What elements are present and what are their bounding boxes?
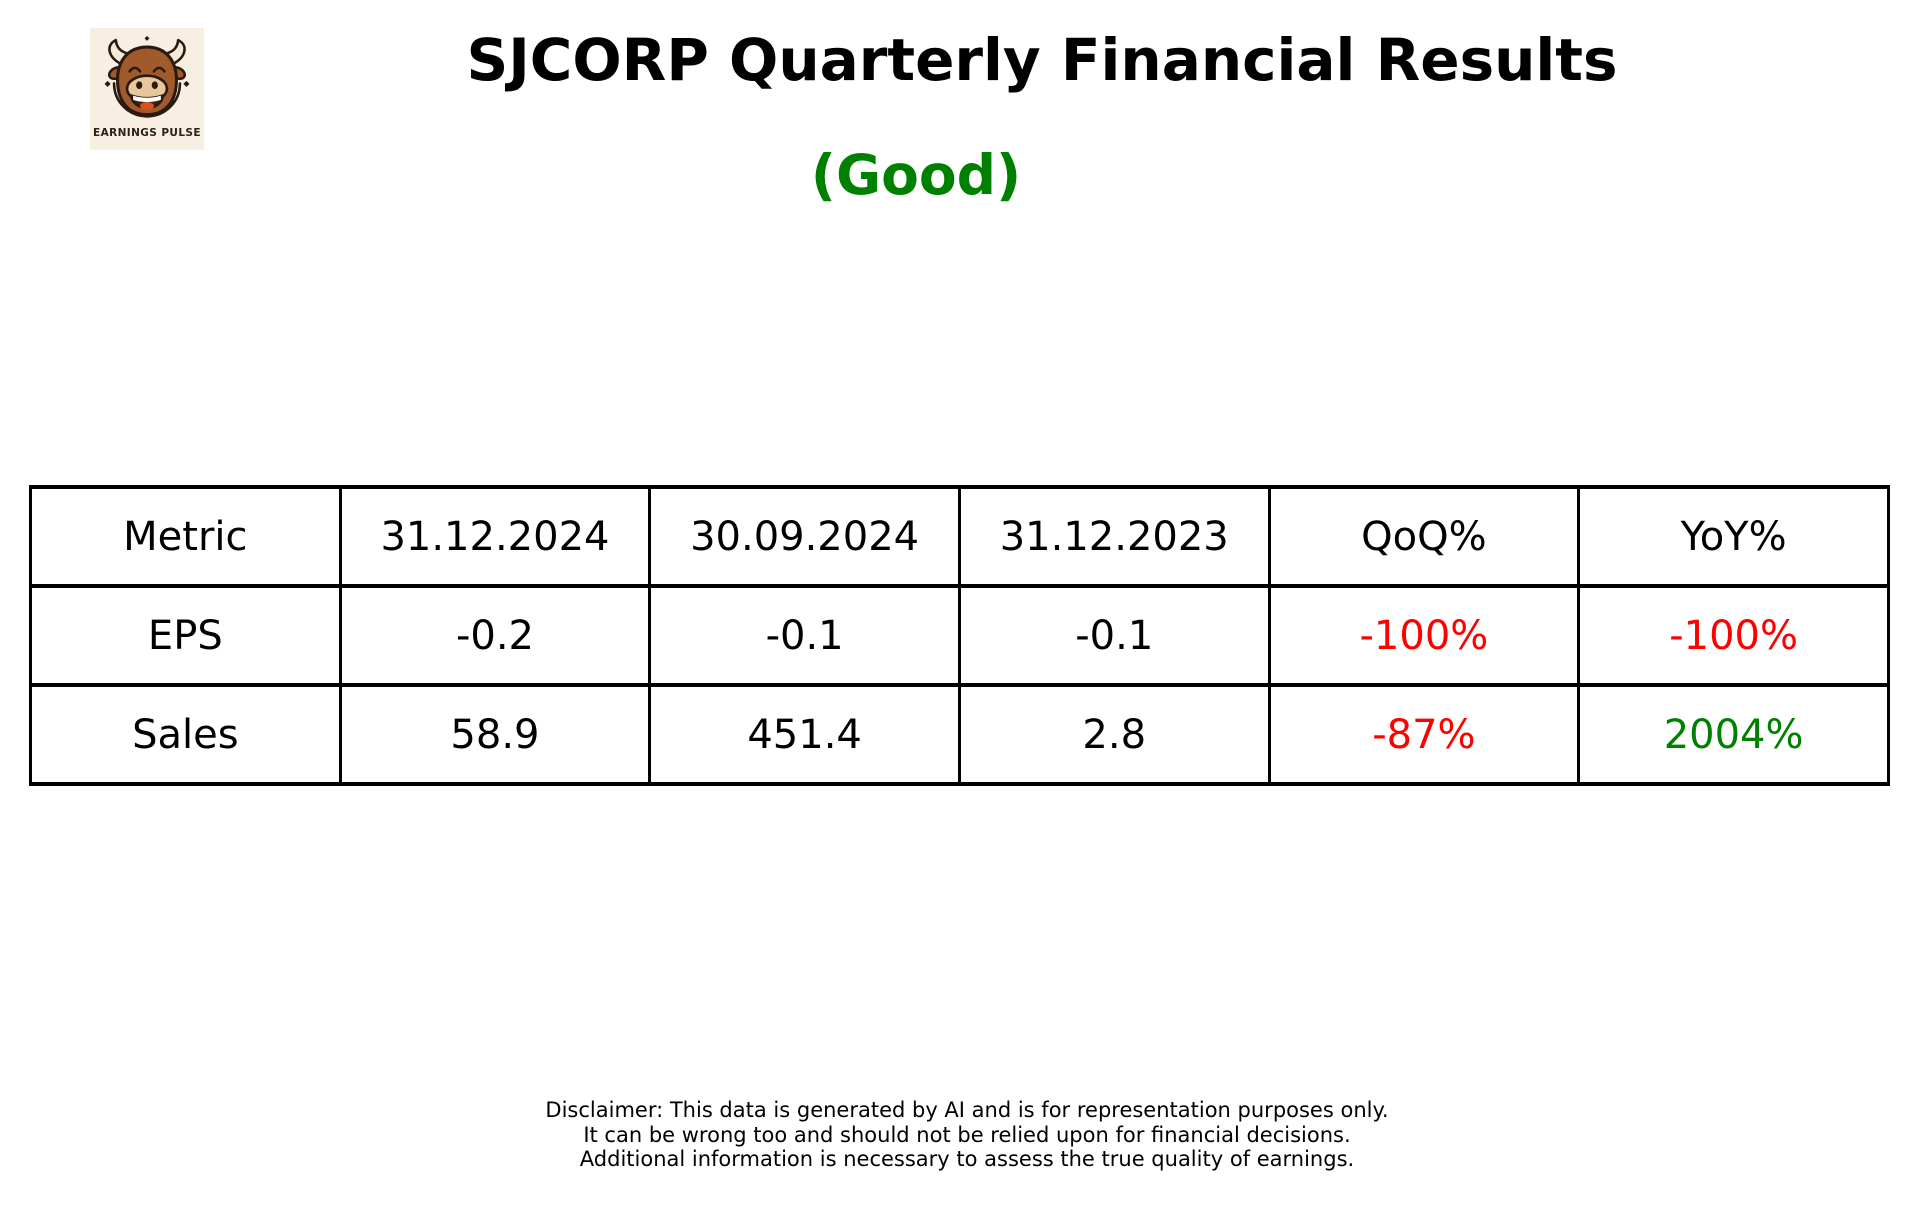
eps-previous-value: -0.1: [648, 584, 961, 687]
disclaimer-line-3: Additional information is necessary to a…: [579, 1147, 1355, 1171]
column-header-current-quarter: 31.12.2024: [338, 485, 652, 588]
table-row-eps: EPS -0.2 -0.1 -0.1 -100% -100%: [29, 584, 1890, 687]
sales-metric-label: Sales: [29, 683, 342, 786]
disclaimer-line-1: Disclaimer: This data is generated by AI…: [545, 1098, 1389, 1122]
laughing-bull-icon: [104, 35, 190, 118]
eps-qoq-value: -100%: [1267, 584, 1581, 687]
column-header-year-ago-quarter: 31.12.2023: [957, 485, 1271, 588]
eps-metric-label: EPS: [29, 584, 342, 687]
sales-qoq-value: -87%: [1267, 683, 1581, 786]
eps-yoy-value: -100%: [1577, 584, 1890, 687]
column-header-metric: Metric: [29, 485, 342, 588]
verdict-label: (Good): [810, 143, 1022, 207]
column-header-previous-quarter: 30.09.2024: [648, 485, 961, 588]
logo-brand-text: EARNINGS PULSE: [93, 127, 201, 139]
earnings-pulse-logo: EARNINGS PULSE: [90, 28, 204, 150]
table-row-sales: Sales 58.9 451.4 2.8 -87% 2004%: [29, 683, 1890, 786]
financial-results-table: Metric 31.12.2024 30.09.2024 31.12.2023 …: [29, 485, 1890, 786]
disclaimer-line-2: It can be wrong too and should not be re…: [583, 1122, 1351, 1147]
eps-current-value: -0.2: [338, 584, 652, 687]
sales-year-ago-value: 2.8: [957, 683, 1271, 786]
disclaimer-text: Disclaimer: This data is generated by AI…: [545, 1098, 1388, 1172]
page-title: SJCORP Quarterly Financial Results: [466, 26, 1618, 94]
column-header-qoq: QoQ%: [1267, 485, 1581, 588]
eps-year-ago-value: -0.1: [957, 584, 1271, 687]
sales-previous-value: 451.4: [648, 683, 961, 786]
table-header-row: Metric 31.12.2024 30.09.2024 31.12.2023 …: [29, 485, 1890, 588]
sales-current-value: 58.9: [338, 683, 652, 786]
sales-yoy-value: 2004%: [1577, 683, 1890, 786]
column-header-yoy: YoY%: [1577, 485, 1890, 588]
